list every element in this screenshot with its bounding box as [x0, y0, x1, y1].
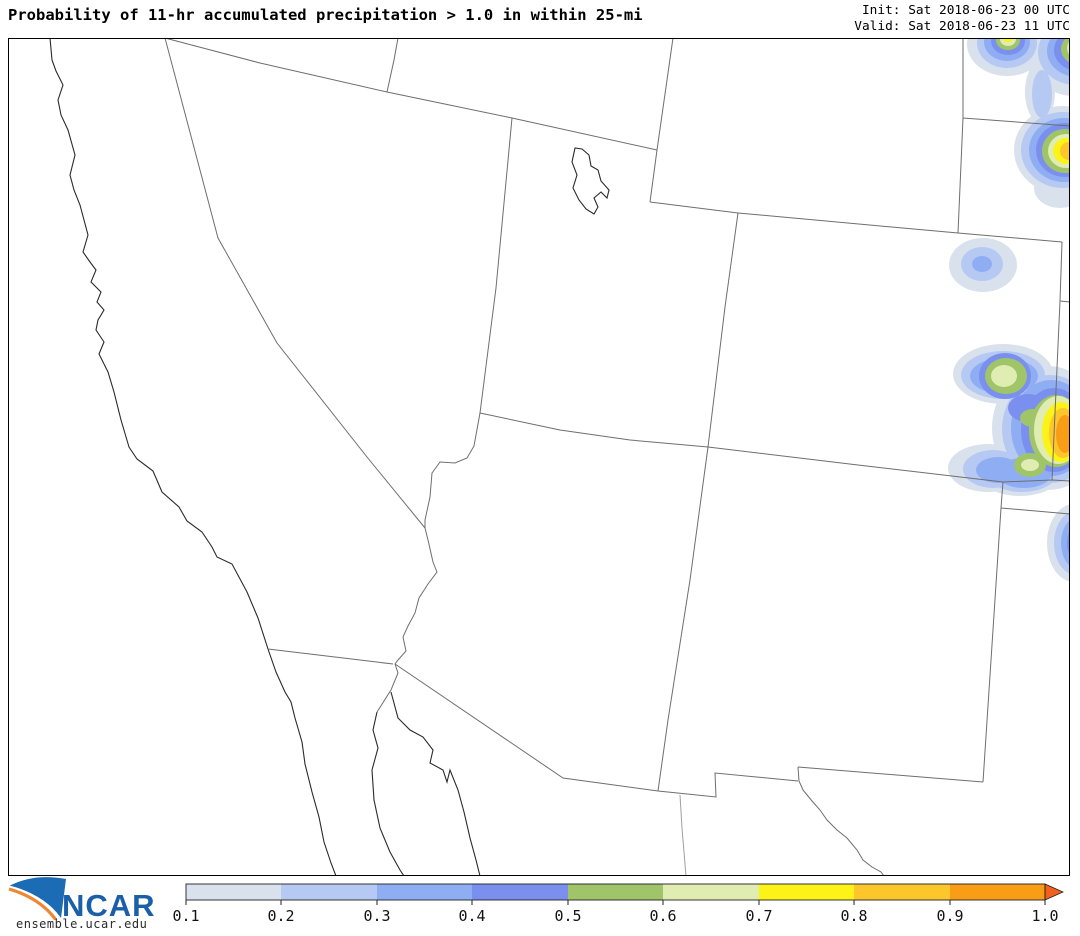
colorbar-tick-label: 0.5 [554, 907, 581, 925]
border-nevada-utah [479, 117, 513, 414]
border-rio-grande [797, 766, 885, 876]
great-salt-lake [571, 147, 610, 215]
border-colorado-newmexico-37n [707, 446, 1070, 483]
precip-probability-contours [948, 38, 1070, 582]
logo-swoosh-white [8, 885, 60, 920]
border-idaho-wyoming-111w [649, 38, 674, 203]
baja-gulf-coastline [371, 711, 405, 876]
colorbar-tick-label: 0.3 [363, 907, 390, 925]
contour-blob-level-0.2 [1032, 70, 1052, 118]
colorbar-segment [950, 884, 1045, 900]
colorbar-segment [568, 884, 663, 900]
colorbar-segment [186, 884, 281, 900]
colorbar-segment [854, 884, 950, 900]
colorbar-tick-label: 1.0 [1031, 907, 1058, 925]
contour-blob-level-0.3 [972, 256, 992, 272]
colorbar-tick-label: 0.1 [172, 907, 199, 925]
colorbar-segment [663, 884, 759, 900]
page-title: Probability of 11-hr accumulated precipi… [8, 6, 643, 24]
border-41st-parallel [649, 201, 1063, 243]
sonora-coastline [390, 691, 481, 876]
border-nebraska-kansas [1059, 300, 1070, 303]
border-42nd-parallel [164, 38, 658, 151]
border-oklahoma-texas [1000, 507, 1070, 515]
ncar-logo-swoosh [8, 877, 66, 920]
border-utah-arizona [479, 412, 709, 448]
colorbar-segment [759, 884, 854, 900]
colorbar-overflow-arrow [1044, 883, 1064, 901]
border-newmexico-texas-32n [797, 766, 984, 783]
map-canvas [8, 38, 1070, 876]
border-arizona-newmexico [657, 446, 709, 792]
forecast-times: Init: Sat 2018-06-23 00 UTC Valid: Sat 2… [854, 3, 1070, 35]
coastlines [49, 38, 610, 876]
border-colorado-river [376, 412, 481, 713]
state-borders [164, 38, 1070, 876]
colorbar-tick-label: 0.2 [267, 907, 294, 925]
border-california-mexico [267, 648, 394, 665]
colorbar-segment [472, 884, 568, 900]
init-time-label: Init: Sat 2018-06-23 00 UTC [861, 3, 1070, 18]
border-southdakota-nebraska [962, 117, 1070, 127]
contour-blob-level-0.6 [991, 365, 1017, 387]
website-label: ensemble.ucar.edu [16, 917, 148, 931]
ncar-logo-text: NCAR [62, 888, 156, 923]
colorbar-outline [185, 883, 1046, 901]
probability-colorbar: 0.1 0.2 0.3 0.4 0.5 0.6 0.7 0.8 0.9 1.0 [172, 883, 1064, 925]
colorbar-tick-label: 0.7 [745, 907, 772, 925]
border-newmexico-texas-103w [982, 481, 1004, 783]
contour-blob-level-0.8 [1060, 142, 1070, 160]
contour-blob-level-0.9 [1056, 415, 1070, 453]
border-utah-colorado [707, 212, 739, 448]
contour-blob-level-0.6 [1021, 459, 1039, 471]
contour-blob-level-0.3 [1061, 520, 1070, 566]
border-california-nevada [164, 38, 426, 529]
colorbar-tick-label: 0.9 [936, 907, 963, 925]
valid-time-label: Valid: Sat 2018-06-23 11 UTC [854, 19, 1070, 34]
logo-swoosh-blue [9, 877, 66, 918]
logo-swoosh-orange [8, 887, 58, 920]
colorbar-tick-label: 0.6 [649, 907, 676, 925]
border-wyoming-104w [957, 38, 964, 234]
colorbar-segment [281, 884, 377, 900]
border-arizona-newmexico-mexico [394, 663, 799, 798]
california-baja-coastline [49, 38, 337, 876]
border-oregon-idaho [386, 38, 399, 93]
colorbar-tick-label: 0.8 [840, 907, 867, 925]
map-border-frame [8, 38, 1070, 876]
map-frame [8, 38, 1070, 876]
border-sonora-chihuahua [679, 794, 687, 876]
colorbar-segment [377, 884, 472, 900]
colorbar-tick-label: 0.4 [458, 907, 485, 925]
